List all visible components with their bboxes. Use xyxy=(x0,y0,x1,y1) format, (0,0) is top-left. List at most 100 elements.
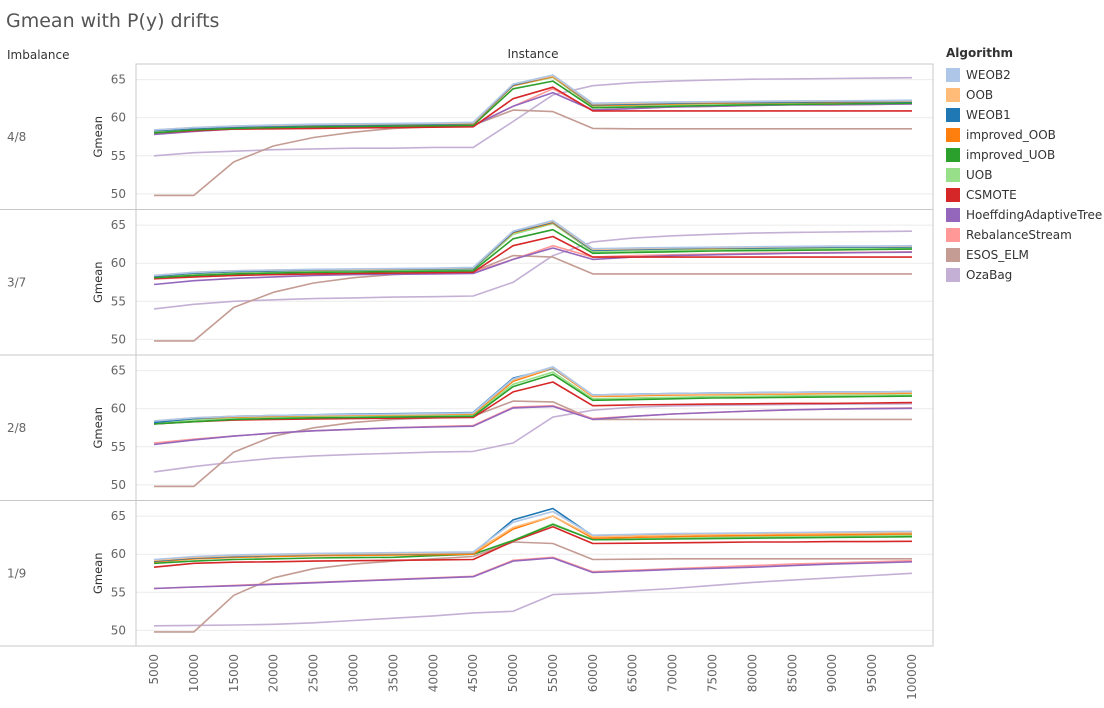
legend-label: improved_OOB xyxy=(966,128,1056,142)
x-axis-header: Instance xyxy=(507,47,558,61)
y-tick-label: 60 xyxy=(111,111,126,125)
x-tick-label: 100000 xyxy=(905,654,919,700)
legend-item-UOB[interactable]: UOB xyxy=(946,165,1104,185)
y-tick-label: 60 xyxy=(111,256,126,270)
legend-item-CSMOTE[interactable]: CSMOTE xyxy=(946,185,1104,205)
series-line-OzaBag xyxy=(153,572,913,627)
legend-items: WEOB2 OOB WEOB1 improved_OOB improved_UOB UOB… xyxy=(946,65,1104,285)
y-tick-label: 50 xyxy=(111,187,126,201)
x-tick-label: 80000 xyxy=(745,654,759,692)
legend-swatch xyxy=(946,248,960,262)
x-tick-label: 45000 xyxy=(466,654,480,692)
series-line-ESOS_ELM xyxy=(154,400,912,488)
imbalance-label: 2/8 xyxy=(7,421,26,435)
series-line-CSMOTE xyxy=(153,381,913,425)
x-tick-label: 85000 xyxy=(785,654,799,692)
legend-item-RebalanceStream[interactable]: RebalanceStream xyxy=(946,225,1104,245)
legend-label: WEOB2 xyxy=(966,68,1011,82)
legend-label: improved_UOB xyxy=(966,148,1056,162)
y-tick-label: 60 xyxy=(111,547,126,561)
panel-2-8: 50 55 60 65 2/8 Gmean xyxy=(0,354,934,501)
series-line-ESOS_ELM xyxy=(154,254,912,342)
legend-item-OOB[interactable]: OOB xyxy=(946,85,1104,105)
legend-label: UOB xyxy=(966,168,993,182)
series-line-CSMOTE xyxy=(153,235,912,280)
series-line-ESOS_ELM xyxy=(154,541,912,633)
facet-header: Imbalance xyxy=(7,48,69,62)
series-line-improved_UOB xyxy=(153,80,913,134)
y-tick-label: 65 xyxy=(111,73,126,87)
x-tick-label: 75000 xyxy=(706,654,720,692)
series-line-RebalanceStream xyxy=(153,404,913,444)
legend-label: RebalanceStream xyxy=(966,228,1072,242)
legend-item-ESOS_ELM[interactable]: ESOS_ELM xyxy=(946,245,1104,265)
legend-swatch xyxy=(946,128,960,142)
legend-label: WEOB1 xyxy=(966,108,1011,122)
series-line-HoeffdingAdaptiveTree xyxy=(153,557,913,590)
y-axis-label: Gmean xyxy=(91,552,105,594)
legend-item-OzaBag[interactable]: OzaBag xyxy=(946,265,1104,285)
series-line-CSMOTE xyxy=(153,525,913,568)
legend-swatch xyxy=(946,88,960,102)
x-tick-label: 95000 xyxy=(865,654,879,692)
plot-frame xyxy=(135,63,934,210)
legend-swatch xyxy=(946,188,960,202)
legend-swatch xyxy=(946,168,960,182)
legend-item-HoeffdingAdaptiveTree[interactable]: HoeffdingAdaptiveTree xyxy=(946,205,1104,225)
panels: 50 55 60 65 4/8 Gmean 50 55 60 65 3/7 Gmean 50 55 60 65… xyxy=(0,63,934,647)
legend-swatch xyxy=(946,108,960,122)
legend-item-WEOB2[interactable]: WEOB2 xyxy=(946,65,1104,85)
series-line-improved_UOB xyxy=(153,523,913,565)
x-tick-label: 10000 xyxy=(187,654,201,692)
series-line-HoeffdingAdaptiveTree xyxy=(153,247,913,286)
chart-title: Gmean with P(y) drifts xyxy=(6,10,219,32)
y-tick-label: 55 xyxy=(111,294,126,308)
y-tick-label: 50 xyxy=(111,332,126,346)
x-tick-label: 50000 xyxy=(506,654,520,692)
x-tick-label: 25000 xyxy=(307,654,321,692)
panel-3-7: 50 55 60 65 3/7 Gmean xyxy=(0,209,934,356)
legend-item-improved_UOB[interactable]: improved_UOB xyxy=(946,145,1104,165)
x-tick-label: 35000 xyxy=(386,654,400,692)
imbalance-label: 3/7 xyxy=(7,275,26,289)
series-line-HoeffdingAdaptiveTree xyxy=(153,405,913,446)
series-line-improved_UOB xyxy=(153,373,913,425)
x-tick-label: 40000 xyxy=(426,654,440,692)
x-tick-label: 55000 xyxy=(546,654,560,692)
legend-swatch xyxy=(946,68,960,82)
y-tick-label: 65 xyxy=(111,509,126,523)
x-tick-label: 90000 xyxy=(825,654,839,692)
x-tick-label: 20000 xyxy=(267,654,281,692)
series-line-WEOB2 xyxy=(153,74,913,131)
series-line-OzaBag xyxy=(153,230,913,310)
y-axis-label: Gmean xyxy=(91,407,105,449)
legend-label: OzaBag xyxy=(966,268,1013,282)
y-tick-label: 50 xyxy=(111,478,126,492)
series-line-WEOB2 xyxy=(153,219,913,277)
series-line-ESOS_ELM xyxy=(154,109,912,197)
x-tick-label: 60000 xyxy=(586,654,600,692)
plot-frame xyxy=(135,354,934,501)
y-tick-label: 55 xyxy=(111,585,126,599)
series-line-OzaBag xyxy=(153,403,913,473)
legend-label: ESOS_ELM xyxy=(966,248,1029,262)
legend-item-improved_OOB[interactable]: improved_OOB xyxy=(946,125,1104,145)
legend-title: Algorithm xyxy=(946,46,1014,60)
legend-item-WEOB1[interactable]: WEOB1 xyxy=(946,105,1104,125)
y-tick-label: 55 xyxy=(111,440,126,454)
legend-swatch xyxy=(946,208,960,222)
series-line-WEOB2 xyxy=(153,510,913,561)
plot-frame xyxy=(135,500,934,647)
x-tick-label: 5000 xyxy=(147,654,161,685)
legend-swatch xyxy=(946,268,960,282)
y-tick-label: 50 xyxy=(111,623,126,637)
legend-swatch xyxy=(946,228,960,242)
x-tick-label: 30000 xyxy=(346,654,360,692)
y-axis-label: Gmean xyxy=(91,261,105,303)
series-line-improved_UOB xyxy=(153,228,913,279)
series-line-WEOB2 xyxy=(153,365,913,422)
x-tick-label: 70000 xyxy=(666,654,680,692)
y-tick-label: 60 xyxy=(111,402,126,416)
